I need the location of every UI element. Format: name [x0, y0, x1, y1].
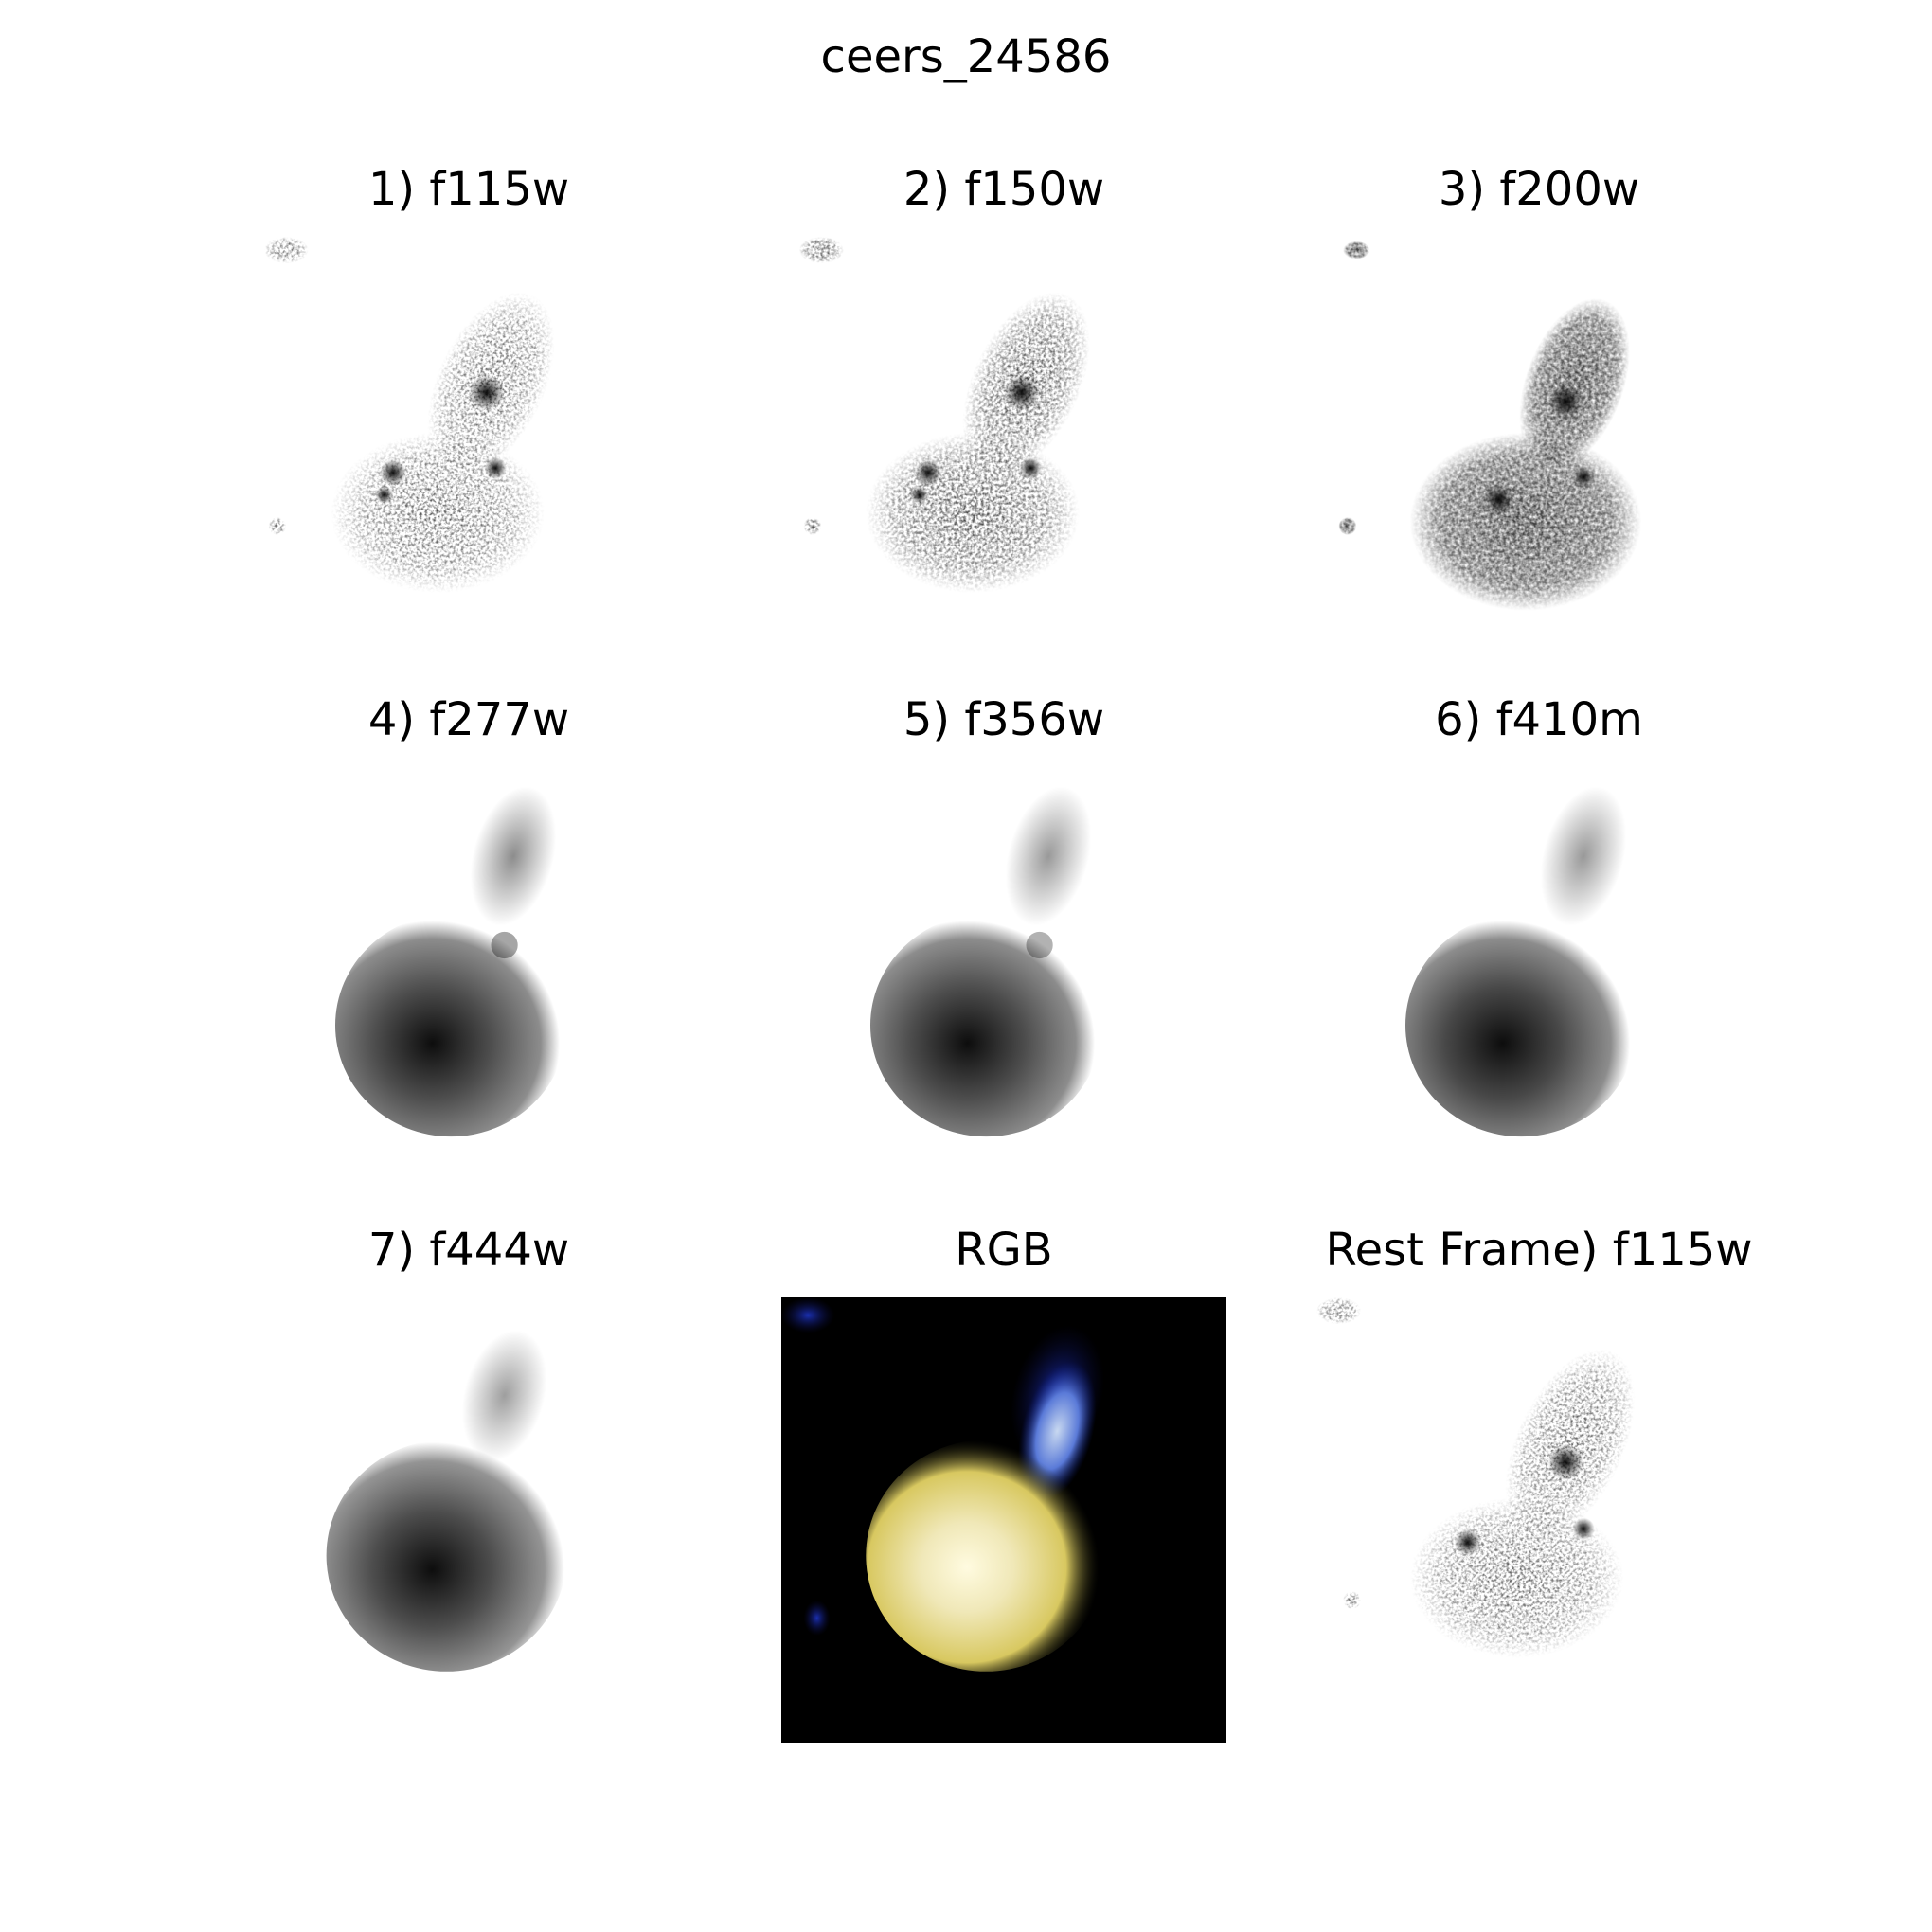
panel-title: Rest Frame) f115w	[1325, 1224, 1753, 1277]
panel-f150w: 2) f150w	[781, 161, 1226, 691]
galaxy-image	[1405, 786, 1637, 1137]
panel-title: 5) f356w	[903, 693, 1105, 746]
panel-f115w: 1) f115w	[246, 161, 691, 691]
rgb-composite-image	[781, 1297, 1226, 1743]
figure-title: ceers_24586	[820, 30, 1112, 83]
panel-title: 2) f150w	[903, 163, 1105, 216]
panel-f277w: 4) f277w	[246, 691, 691, 1222]
panel-rgb: RGB	[781, 1222, 1226, 1752]
galaxy-image	[1316, 1297, 1636, 1658]
panel-f444w: 7) f444w	[246, 1222, 691, 1752]
galaxy-image	[870, 786, 1102, 1137]
panel-f356w: 5) f356w	[781, 691, 1226, 1222]
panel-title: 6) f410m	[1435, 693, 1643, 746]
panel-rest-frame-f115w: Rest Frame) f115w	[1316, 1222, 1762, 1752]
panel-title: RGB	[955, 1224, 1053, 1277]
galaxy-image	[798, 237, 1090, 593]
panel-title: 4) f277w	[367, 693, 570, 746]
galaxy-image	[335, 786, 567, 1137]
panel-title: 7) f444w	[367, 1224, 570, 1277]
panel-f410m: 6) f410m	[1316, 691, 1762, 1222]
panel-title: 1) f115w	[367, 163, 570, 216]
galaxy-image	[326, 1330, 567, 1672]
panel-f200w: 3) f200w	[1316, 161, 1762, 691]
panel-title: 3) f200w	[1438, 163, 1640, 216]
galaxy-image	[263, 237, 555, 593]
galaxy-image	[1338, 241, 1642, 611]
